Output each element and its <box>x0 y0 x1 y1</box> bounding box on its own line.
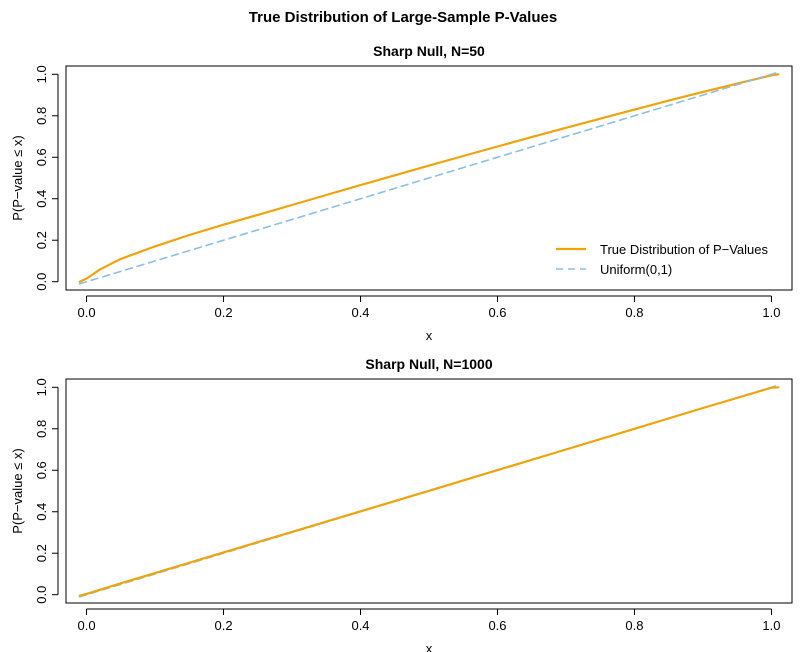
legend: True Distribution of P−Values Uniform(0,1… <box>556 242 768 277</box>
chart-panel-1: Sharp Null, N=50 0.0 0.2 0.4 0.6 0.8 1.0 x 0.0 0.… <box>10 43 793 343</box>
y-tick-label: 0.8 <box>34 420 49 438</box>
y-tick-label: 1.0 <box>34 65 49 83</box>
x-tick-label: 1.0 <box>762 618 780 633</box>
series-line-uniform <box>78 71 780 285</box>
x-axis-label: x <box>426 641 433 652</box>
y-axis-label: P(P−value ≤ x) <box>10 448 25 534</box>
x-tick-label: 0.4 <box>351 618 369 633</box>
plot-frame <box>65 65 793 291</box>
panel-title: Sharp Null, N=1000 <box>365 356 492 372</box>
y-tick-label: 0.4 <box>34 190 49 208</box>
panel-title: Sharp Null, N=50 <box>373 43 485 59</box>
y-tick-label: 0.6 <box>34 148 49 166</box>
y-tick-label: 0.2 <box>34 231 49 249</box>
y-tick-label: 1.0 <box>34 378 49 396</box>
x-tick-label: 0.8 <box>625 618 643 633</box>
x-tick-label: 1.0 <box>762 305 780 320</box>
figure-title: True Distribution of Large-Sample P-Valu… <box>249 9 557 26</box>
x-tick-label: 0.6 <box>488 305 506 320</box>
y-tick-label: 0.8 <box>34 107 49 125</box>
x-tick-label: 0.6 <box>488 618 506 633</box>
panels: Sharp Null, N=50 0.0 0.2 0.4 0.6 0.8 1.0 x 0.0 0.… <box>10 43 793 652</box>
x-tick-label: 0.8 <box>625 305 643 320</box>
x-tick-label: 0.0 <box>78 618 96 633</box>
series-line-true-distribution <box>78 386 780 597</box>
legend-label-true-distribution: True Distribution of P−Values <box>600 242 768 257</box>
y-tick-label: 0.6 <box>34 461 49 479</box>
legend-label-uniform: Uniform(0,1) <box>600 262 672 277</box>
x-tick-label: 0.2 <box>214 305 232 320</box>
y-tick-label: 0.4 <box>34 503 49 521</box>
series-line-true-distribution <box>78 73 780 283</box>
x-axis-label: x <box>426 328 433 343</box>
y-tick-label: 0.0 <box>34 273 49 291</box>
x-tick-label: 0.4 <box>351 305 369 320</box>
chart-panel-2: Sharp Null, N=1000 0.0 0.2 0.4 0.6 0.8 1.0 x 0.0… <box>10 356 793 652</box>
y-tick-label: 0.2 <box>34 544 49 562</box>
y-tick-label: 0.0 <box>34 586 49 604</box>
y-axis-label: P(P−value ≤ x) <box>10 135 25 221</box>
plot-frame <box>65 378 793 604</box>
x-tick-label: 0.0 <box>78 305 96 320</box>
x-tick-label: 0.2 <box>214 618 232 633</box>
